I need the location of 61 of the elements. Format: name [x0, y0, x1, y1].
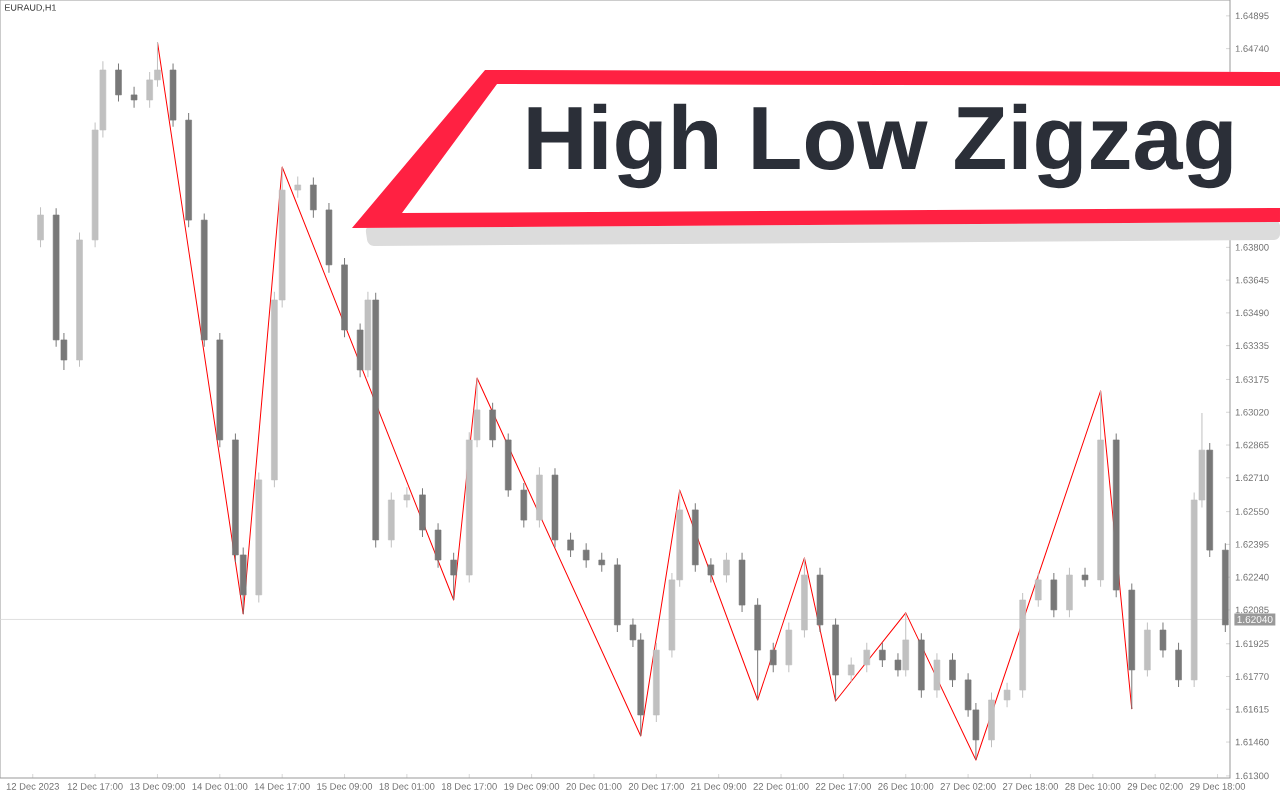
- x-tick-label: 20 Dec 17:00: [628, 783, 684, 790]
- y-tick-label: 1.63645: [1235, 276, 1269, 284]
- x-tick-label: 21 Dec 09:00: [691, 783, 747, 790]
- x-tick-label: 26 Dec 10:00: [878, 783, 934, 790]
- candlestick: [707, 557, 715, 583]
- x-tick-label: 18 Dec 17:00: [442, 783, 497, 790]
- x-tick-label: 27 Dec 18:00: [1002, 783, 1059, 790]
- y-tick-label: 1.63335: [1235, 342, 1269, 349]
- chart-subtitle: EURAUD,H1: [5, 4, 56, 12]
- y-tick-label: 1.63020: [1235, 408, 1269, 416]
- y-tick-label: 1.62395: [1235, 541, 1269, 548]
- y-tick-label: 1.64895: [1235, 12, 1269, 20]
- candlestick: [403, 486, 411, 508]
- y-tick-label: 1.62710: [1235, 474, 1269, 482]
- candlestick: [1034, 572, 1042, 608]
- x-tick-label: 22 Dec 01:00: [753, 783, 809, 790]
- candlestick: [450, 552, 457, 601]
- candlestick: [1003, 682, 1011, 708]
- y-tick-label: 1.61460: [1235, 738, 1269, 746]
- candlestick: [847, 656, 855, 683]
- x-tick-label: 28 Dec 10:00: [1065, 783, 1121, 790]
- x-tick-label: 12 Dec 17:00: [67, 783, 123, 790]
- x-tick-label: 13 Dec 09:00: [130, 783, 186, 790]
- y-tick-label: 1.62240: [1235, 573, 1269, 581]
- x-tick-label: 14 Dec 01:00: [192, 783, 248, 790]
- x-tick-label: 29 Dec 18:00: [1190, 783, 1246, 790]
- x-tick-label: 27 Dec 02:00: [940, 783, 996, 790]
- candlestick: [294, 176, 302, 199]
- y-tick-label: 1.61770: [1235, 673, 1269, 680]
- y-tick-label: 1.63175: [1235, 376, 1269, 383]
- y-tick-label: 1.63800: [1235, 244, 1269, 251]
- y-tick-label: 1.61615: [1235, 705, 1269, 713]
- candlestick: [567, 532, 574, 558]
- candlestick: [949, 652, 956, 688]
- x-tick-label: 29 Dec 02:00: [1127, 783, 1183, 790]
- x-tick-label: 14 Dec 17:00: [254, 783, 310, 790]
- x-tick-label: 12 Dec 2023: [6, 783, 59, 790]
- y-tick-label: 1.61300: [1235, 772, 1269, 780]
- candlestick: [894, 652, 902, 678]
- candlestick: [582, 542, 590, 569]
- y-tick-label: 1.63490: [1235, 309, 1269, 317]
- candlestick: [1081, 567, 1089, 588]
- y-tick-label: 1.62550: [1235, 508, 1269, 515]
- candlestick: [130, 86, 138, 109]
- y-tick-label: 1.61925: [1235, 640, 1269, 648]
- y-tick-label: 1.62085: [1235, 606, 1269, 614]
- y-tick-label: 1.62865: [1235, 441, 1269, 449]
- text: High Low Zigzag: [528, 103, 1232, 189]
- ref-line-label: 1.62040: [1237, 615, 1273, 623]
- x-tick-label: 18 Dec 01:00: [379, 783, 435, 790]
- candlestick: [723, 552, 730, 583]
- candlestick: [598, 552, 606, 573]
- x-tick-label: 19 Dec 09:00: [504, 783, 560, 790]
- candlestick: [1159, 622, 1167, 658]
- candlestick: [879, 642, 886, 668]
- x-tick-label: 15 Dec 09:00: [317, 783, 373, 790]
- x-tick-label: 22 Dec 17:00: [815, 783, 871, 790]
- y-tick-label: 1.64740: [1235, 45, 1269, 52]
- candlestick: [863, 642, 871, 673]
- candlestick: [769, 642, 777, 673]
- x-tick-label: 20 Dec 01:00: [566, 783, 622, 790]
